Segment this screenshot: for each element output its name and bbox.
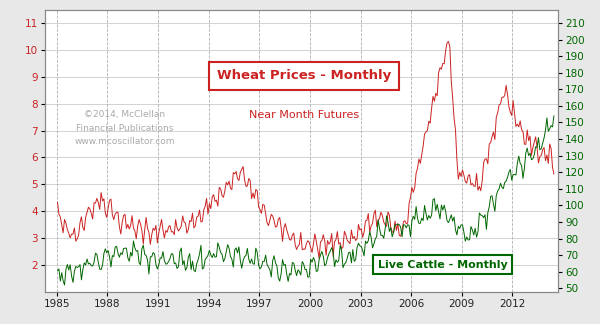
Text: Live Cattle - Monthly: Live Cattle - Monthly [378, 260, 508, 270]
Text: Near Month Futures: Near Month Futures [249, 110, 359, 121]
Text: Wheat Prices - Monthly: Wheat Prices - Monthly [217, 69, 391, 83]
Text: ©2014, McClellan
Financial Publications
www.mcoscillator.com: ©2014, McClellan Financial Publications … [74, 110, 175, 146]
